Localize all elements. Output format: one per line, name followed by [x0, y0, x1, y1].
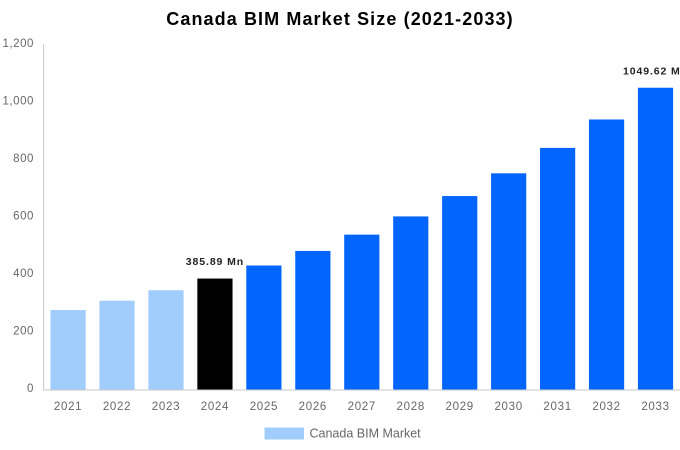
svg-text:2022: 2022	[103, 401, 131, 413]
svg-text:600: 600	[13, 211, 34, 223]
svg-text:1,000: 1,000	[2, 96, 34, 108]
svg-text:2023: 2023	[152, 401, 180, 413]
svg-text:2032: 2032	[592, 401, 620, 413]
svg-text:2027: 2027	[348, 401, 376, 413]
svg-text:2021: 2021	[54, 401, 82, 413]
svg-text:2031: 2031	[543, 401, 571, 413]
svg-text:0: 0	[27, 383, 34, 395]
svg-text:385.89 Mn: 385.89 Mn	[186, 256, 244, 268]
svg-text:2028: 2028	[397, 401, 425, 413]
svg-text:2033: 2033	[641, 401, 669, 413]
svg-text:1,200: 1,200	[2, 38, 34, 50]
svg-text:800: 800	[13, 153, 34, 165]
svg-text:1049.62 Mn: 1049.62 Mn	[623, 66, 680, 78]
svg-text:2029: 2029	[446, 401, 474, 413]
svg-text:Canada BIM Market Size (2021-2: Canada BIM Market Size (2021-2033)	[166, 9, 514, 29]
svg-text:2030: 2030	[494, 401, 522, 413]
svg-text:Canada BIM Market: Canada BIM Market	[310, 426, 422, 440]
svg-text:2025: 2025	[250, 401, 278, 413]
svg-text:400: 400	[13, 268, 34, 280]
svg-text:2026: 2026	[299, 401, 327, 413]
svg-text:2024: 2024	[201, 401, 229, 413]
svg-text:200: 200	[13, 326, 34, 338]
